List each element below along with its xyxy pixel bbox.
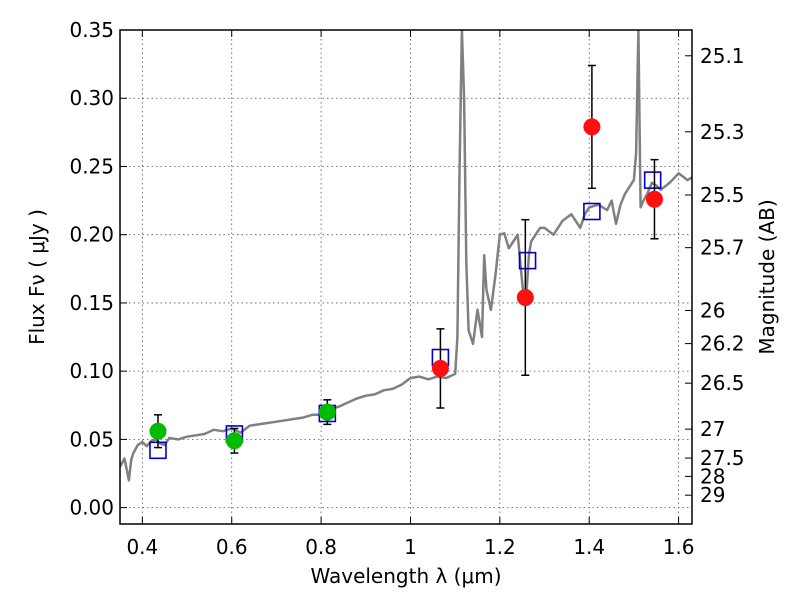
right-tick-label: 27.5: [700, 446, 745, 470]
y-tick-label: 0.20: [69, 223, 114, 247]
y-tick-label: 0.00: [69, 496, 114, 520]
right-tick-label: 25.1: [700, 44, 745, 68]
observed-flux-point: [583, 118, 601, 136]
y-tick-label: 0.05: [69, 427, 114, 451]
model-flux-square: [518, 251, 537, 270]
y-tick-label: 0.30: [69, 86, 114, 110]
right-tick-label: 25.3: [700, 120, 745, 144]
x-tick-label: 1.4: [573, 535, 605, 559]
axis-ticks: 0.4 0.6 0.8 1 1.2 1.4 1.6 0.00 0.05 0.10 0.15 0.20 0…: [69, 18, 744, 559]
grid-lines: [120, 29, 692, 524]
y-tick-label: 0.25: [69, 154, 114, 178]
plot-frame: [119, 29, 693, 525]
observed-flux-point: [645, 190, 663, 208]
x-axis-label: Wavelength λ (μm): [310, 564, 501, 588]
model-flux-square: [643, 171, 662, 189]
x-tick-label: 1.2: [484, 535, 516, 559]
observed-flux-point: [431, 359, 449, 377]
x-tick-label: 0.8: [305, 535, 337, 559]
x-tick-label: 0.6: [216, 535, 248, 559]
plot-area: [120, 30, 692, 482]
right-tick-label: 25.7: [700, 236, 745, 260]
right-tick-label: 27: [700, 417, 725, 441]
right-tick-label: 28: [700, 464, 725, 488]
right-tick-label: 26: [700, 298, 725, 322]
model-flux-square: [583, 202, 601, 221]
observed-flux-point: [225, 432, 243, 450]
right-tick-label: 26.2: [700, 332, 745, 356]
model-spectrum-line: [120, 30, 692, 482]
y-tick-label: 0.15: [69, 291, 114, 315]
observed-flux-point: [318, 403, 336, 421]
data-markers: [149, 64, 663, 460]
observed-flux-point: [516, 288, 534, 306]
y-tick-label: 0.35: [69, 18, 114, 42]
y-tick-label: 0.10: [69, 359, 114, 383]
y-axis-label: Flux Fν ( μJy ): [25, 209, 49, 345]
right-axis-label: Magnitude (AB): [755, 199, 779, 354]
x-tick-label: 1: [404, 535, 417, 559]
right-tick-label: 29: [700, 483, 725, 507]
right-tick-label: 26.5: [700, 371, 745, 395]
right-tick-label: 25.5: [700, 183, 745, 207]
x-tick-label: 1.6: [663, 535, 695, 559]
x-tick-label: 0.4: [126, 535, 158, 559]
observed-flux-point: [149, 422, 167, 440]
